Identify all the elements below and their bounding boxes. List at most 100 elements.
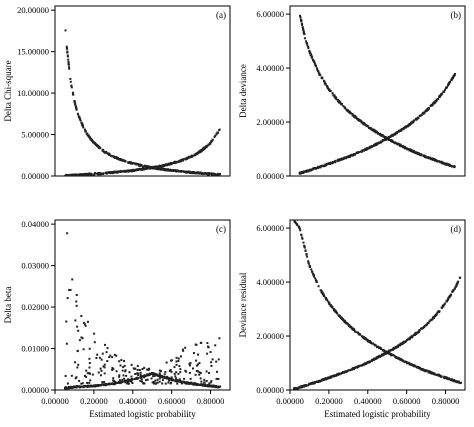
data-point <box>378 355 381 358</box>
data-point <box>143 366 146 369</box>
data-point <box>146 368 149 371</box>
data-point <box>444 88 447 91</box>
data-point <box>198 383 201 386</box>
data-point <box>386 351 389 354</box>
data-point <box>300 20 303 23</box>
data-point <box>377 141 380 144</box>
y-axis-title-a: Delta Chi-square <box>3 60 13 121</box>
y-tick-label-d: 6.00000 <box>256 223 284 233</box>
data-point <box>215 377 218 380</box>
data-point <box>317 70 319 73</box>
data-point <box>119 382 121 385</box>
data-point <box>108 382 111 385</box>
data-point <box>441 161 444 164</box>
data-point <box>431 157 434 160</box>
data-point <box>125 374 128 377</box>
data-point <box>75 173 78 176</box>
data-point <box>390 139 393 142</box>
data-point <box>388 350 391 353</box>
data-point <box>405 361 408 364</box>
data-point <box>386 137 389 140</box>
data-point <box>84 130 87 133</box>
data-point <box>452 75 455 78</box>
data-point <box>342 105 345 108</box>
data-point <box>122 374 125 377</box>
data-point <box>446 378 449 380</box>
data-point <box>394 355 397 358</box>
data-point <box>156 378 159 381</box>
data-point <box>357 118 360 121</box>
data-point <box>64 387 67 389</box>
data-point <box>453 287 456 290</box>
data-point <box>215 133 218 136</box>
data-point <box>356 365 359 368</box>
y-tick-label-a: 0.00000 <box>21 171 49 181</box>
data-point <box>319 165 322 168</box>
data-point <box>175 377 178 380</box>
data-point <box>70 173 73 176</box>
data-point <box>437 310 440 313</box>
data-point <box>425 369 428 372</box>
data-point <box>364 362 367 365</box>
data-point <box>103 366 106 369</box>
data-point <box>164 382 167 385</box>
data-point <box>340 372 343 375</box>
data-point <box>395 357 398 360</box>
data-point <box>380 354 383 357</box>
data-point <box>453 73 456 76</box>
data-point <box>357 332 360 335</box>
data-point <box>350 368 353 371</box>
data-point <box>73 385 76 388</box>
data-point <box>431 372 434 375</box>
data-point <box>315 381 318 384</box>
data-point <box>97 173 100 176</box>
data-point <box>410 363 413 366</box>
data-point <box>172 379 175 382</box>
data-point <box>401 343 403 346</box>
data-point <box>201 172 204 175</box>
data-point <box>342 157 345 160</box>
y-axis-title-d: Deviance residual <box>238 272 248 337</box>
data-point <box>65 47 68 50</box>
data-point <box>302 28 305 31</box>
data-point <box>195 359 198 362</box>
data-point <box>426 322 429 325</box>
data-point <box>97 371 100 374</box>
data-point <box>66 387 69 390</box>
data-point <box>300 171 303 174</box>
data-point <box>393 133 396 136</box>
data-point <box>388 349 391 352</box>
y-axis-title-b: Delta deviance <box>238 64 248 118</box>
data-point <box>304 37 307 40</box>
data-point <box>207 346 210 349</box>
data-point <box>113 382 116 385</box>
data-point <box>76 173 79 176</box>
data-point <box>373 129 376 132</box>
data-point <box>336 160 339 163</box>
data-point <box>182 380 185 383</box>
data-point <box>180 382 183 385</box>
data-point <box>218 385 221 388</box>
data-point <box>307 45 310 48</box>
data-point <box>148 367 151 370</box>
data-point <box>139 380 142 383</box>
data-point <box>205 370 208 373</box>
data-point <box>168 163 171 166</box>
data-point <box>169 169 172 172</box>
x-tick-label-d: 0.60000 <box>393 396 421 406</box>
data-point <box>428 320 431 323</box>
data-point <box>78 386 81 389</box>
y-tick-label-a: 15.00000 <box>17 47 49 57</box>
y-tick-label-c: 0.04000 <box>21 219 49 229</box>
data-point <box>214 385 217 388</box>
data-point <box>71 93 74 96</box>
x-tick-label-d: 0.40000 <box>354 396 382 406</box>
data-point <box>420 327 423 330</box>
data-point <box>390 134 393 137</box>
data-point <box>298 386 301 389</box>
data-point <box>366 360 369 363</box>
data-point <box>95 356 98 359</box>
data-point <box>94 384 96 387</box>
data-point <box>195 369 198 372</box>
data-point <box>297 387 300 390</box>
